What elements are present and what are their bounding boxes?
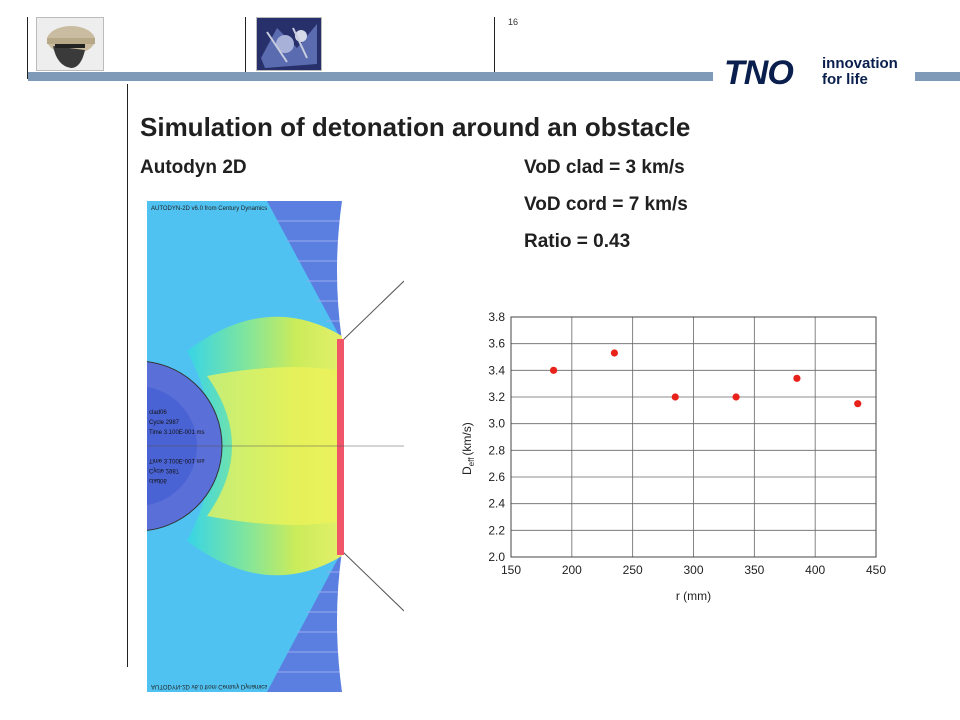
simulation-footer-mirrored: AUTODYN-2D v6.0 from Century Dynamics [151, 683, 267, 689]
data-points [549, 349, 862, 408]
data-point [610, 349, 619, 357]
data-point [671, 393, 679, 401]
deff-scatter-chart: 150 200 250 300 350 400 450 2.0 2.2 2.4 2.6 2.8 3.0… [455, 305, 895, 650]
chart-grid [510, 316, 877, 558]
y-tick-label: 3.2 [488, 390, 505, 404]
header-divider-2 [245, 17, 246, 79]
header-divider-3 [494, 17, 495, 79]
simulation-header: AUTODYN-2D v6.0 from Century Dynamics [151, 206, 267, 212]
data-point [793, 374, 801, 382]
logo-tagline-line2: for life [822, 71, 868, 88]
x-tick-label: 450 [866, 563, 886, 577]
y-tick-label: 2.0 [488, 550, 505, 564]
chart-svg: 150 200 250 300 350 400 450 2.0 2.2 2.4 2.6 2.8 3.0… [460, 310, 886, 603]
sim-label-time-mirrored: Time 3.100E-001 ms [149, 457, 204, 463]
info-line-ratio: Ratio = 0.43 [524, 231, 631, 252]
x-tick-label: 400 [805, 563, 825, 577]
x-tick-label: 250 [623, 563, 643, 577]
y-tick-label: 2.8 [488, 443, 505, 457]
logo-tagline-line1: innovation [822, 55, 898, 72]
header-accent-bar-right [915, 72, 960, 81]
y-tick-label: 2.4 [488, 497, 505, 511]
slide-title: Simulation of detonation around an obsta… [140, 112, 691, 142]
y-axis-label-unit: (km/s) [460, 422, 474, 455]
y-tick-label: 2.6 [488, 470, 505, 484]
sim-label-case: clad06 [149, 410, 167, 416]
y-tick-label: 3.4 [488, 363, 505, 377]
x-axis-label: r (mm) [676, 589, 711, 603]
left-margin-line [127, 84, 128, 667]
y-axis-label-sub: eff [467, 457, 476, 467]
tno-logo: TNO innovation for life [724, 54, 898, 92]
info-line-vod-cord: VoD cord = 7 km/s [524, 194, 688, 215]
info-line-vod-clad: VoD clad = 3 km/s [524, 157, 685, 178]
x-tick-labels: 150 200 250 300 350 400 450 [501, 563, 886, 577]
data-point [549, 366, 558, 374]
y-tick-label: 3.6 [488, 337, 505, 351]
logo-tagline: innovation for life [822, 56, 898, 88]
machinery-photo [256, 17, 322, 71]
plot-frame [510, 316, 877, 558]
sim-label-time: Time 3.100E-001 ms [149, 430, 204, 436]
subtitle-autodyn: Autodyn 2D [140, 157, 247, 178]
y-axis-label-main: D [460, 466, 474, 475]
helmet-photo [36, 17, 104, 71]
svg-text:Deff(km/s): Deff (km/s) [460, 422, 476, 475]
header-accent-bar [28, 72, 713, 81]
x-tick-label: 150 [501, 563, 521, 577]
data-point [854, 400, 862, 408]
sim-label-cycle-mirrored: Cycle 2987 [149, 467, 180, 473]
y-axis-label: Deff (km/s) [460, 422, 476, 475]
data-point [732, 393, 740, 401]
header-divider-1 [27, 17, 28, 79]
y-tick-label: 2.2 [488, 523, 505, 537]
sim-label-cycle: Cycle 2987 [149, 420, 180, 426]
x-tick-label: 350 [744, 563, 764, 577]
y-tick-labels: 2.0 2.2 2.4 2.6 2.8 3.0 3.2 3.4 3.6 3.8 [488, 310, 505, 564]
page-number: 16 [508, 17, 519, 27]
sim-label-case-mirrored: clad06 [149, 477, 167, 483]
y-tick-label: 3.0 [488, 417, 505, 431]
tno-wordmark: TNO [724, 54, 794, 92]
y-tick-label: 3.8 [488, 310, 505, 324]
simulation-plot: AUTODYN-2D v6.0 from Century Dynamics AU… [51, 201, 405, 692]
x-tick-label: 300 [683, 563, 703, 577]
x-tick-label: 200 [562, 563, 582, 577]
